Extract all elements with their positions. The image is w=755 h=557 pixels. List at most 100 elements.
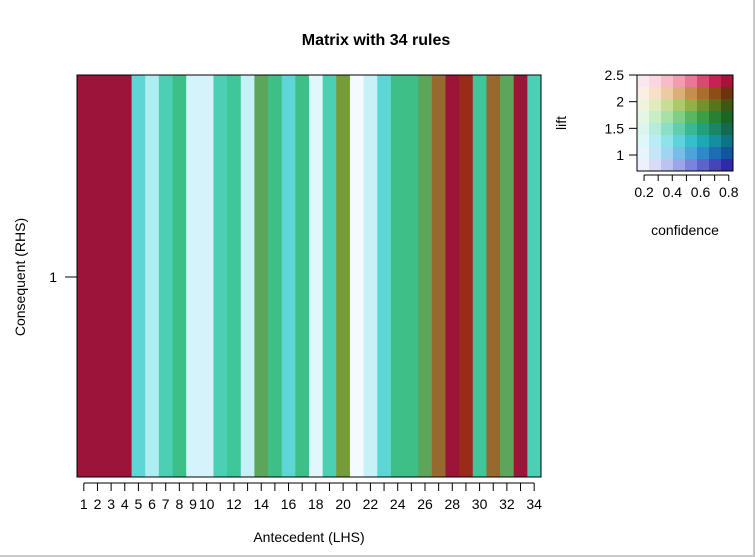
legend-cell xyxy=(673,111,686,124)
heatmap-cell xyxy=(459,75,474,477)
legend-cell xyxy=(673,159,686,172)
legend-cell xyxy=(697,135,710,148)
legend-cell xyxy=(661,123,674,136)
heatmap-cell xyxy=(309,75,324,477)
legend-cell xyxy=(697,147,710,160)
legend-cell xyxy=(721,99,734,112)
heatmap-cell xyxy=(104,75,119,477)
heatmap-cells xyxy=(77,75,542,477)
legend-cell xyxy=(649,75,662,88)
legend-x-tick-label: 0.2 xyxy=(634,184,654,200)
legend-cell xyxy=(661,87,674,100)
legend-cell xyxy=(685,99,698,112)
heatmap-cell xyxy=(445,75,460,477)
x-tick-label: 34 xyxy=(526,496,542,512)
heatmap-cell xyxy=(172,75,187,477)
legend-cell xyxy=(661,147,674,160)
heatmap-cell xyxy=(349,75,364,477)
heatmap-cell xyxy=(145,75,160,477)
color-legend: 2.5 2 1.5 1 0.2 0.4 0.6 0.8 lift confidence xyxy=(553,67,739,238)
heatmap-cell xyxy=(322,75,337,477)
legend-cell xyxy=(649,87,662,100)
legend-cell xyxy=(637,75,650,88)
legend-cell xyxy=(721,147,734,160)
legend-cell xyxy=(637,123,650,136)
legend-border xyxy=(636,74,734,172)
legend-cell xyxy=(685,75,698,88)
legend-cell xyxy=(649,123,662,136)
legend-cell xyxy=(661,111,674,124)
legend-cell xyxy=(637,87,650,100)
y-tick-label: 1 xyxy=(49,269,57,285)
heatmap-cell xyxy=(158,75,173,477)
legend-x-tick-label: 0.6 xyxy=(691,184,711,200)
x-tick-label: 3 xyxy=(107,496,115,512)
x-tick-label: 28 xyxy=(445,496,461,512)
heatmap-cell xyxy=(336,75,351,477)
x-tick-label: 24 xyxy=(390,496,406,512)
legend-grid xyxy=(637,75,734,172)
heatmap-cell xyxy=(295,75,310,477)
x-tick-label: 8 xyxy=(175,496,183,512)
legend-cell xyxy=(673,99,686,112)
legend-cell xyxy=(709,99,722,112)
x-axis: 1 2 3 4 5 6 7 8 9 10 12 14 16 18 20 22 24 26 28 30 32 34 xyxy=(80,482,542,512)
legend-cell xyxy=(685,111,698,124)
legend-cell xyxy=(637,135,650,148)
x-tick-label: 20 xyxy=(335,496,351,512)
y-axis: 1 xyxy=(49,269,77,285)
legend-cell xyxy=(697,87,710,100)
heatmap-cell xyxy=(213,75,228,477)
x-tick-label: 5 xyxy=(135,496,143,512)
x-tick-label: 1 xyxy=(80,496,88,512)
legend-x-tick-label: 0.8 xyxy=(719,184,739,200)
legend-cell xyxy=(649,111,662,124)
legend-cell xyxy=(685,123,698,136)
legend-y-tick-label: 2 xyxy=(616,94,624,110)
legend-cell xyxy=(709,159,722,172)
legend-cell xyxy=(673,123,686,136)
y-axis-label: Consequent (RHS) xyxy=(12,218,28,336)
legend-cell xyxy=(673,75,686,88)
x-axis-label: Antecedent (LHS) xyxy=(253,529,364,545)
heatmap-cell xyxy=(227,75,242,477)
heatmap-cell xyxy=(363,75,378,477)
legend-cell xyxy=(637,159,650,172)
legend-cell xyxy=(685,147,698,160)
legend-cell xyxy=(709,123,722,136)
x-tick-label: 4 xyxy=(121,496,129,512)
heatmap-cell xyxy=(377,75,392,477)
heatmap-cell xyxy=(527,75,542,477)
legend-cell xyxy=(709,75,722,88)
legend-cell xyxy=(685,135,698,148)
legend-confidence-axis: 0.2 0.4 0.6 0.8 xyxy=(634,174,739,200)
legend-cell xyxy=(697,159,710,172)
legend-cell xyxy=(697,111,710,124)
legend-y-tick-label: 1 xyxy=(616,147,624,163)
heatmap-cell xyxy=(404,75,419,477)
legend-cell xyxy=(721,87,734,100)
heatmap-cell xyxy=(431,75,446,477)
heatmap-cell xyxy=(500,75,515,477)
x-tick-label: 16 xyxy=(281,496,297,512)
legend-cell xyxy=(721,159,734,172)
legend-cell xyxy=(661,135,674,148)
plot-border xyxy=(76,74,542,478)
legend-cell xyxy=(661,99,674,112)
legend-y-tick-label: 1.5 xyxy=(605,120,625,136)
legend-cell xyxy=(637,147,650,160)
heatmap-cell xyxy=(418,75,433,477)
heatmap-cell xyxy=(240,75,255,477)
x-tick-label: 14 xyxy=(253,496,269,512)
legend-cell xyxy=(697,75,710,88)
legend-cell xyxy=(721,135,734,148)
legend-cell xyxy=(649,99,662,112)
legend-cell xyxy=(673,87,686,100)
x-tick-label: 18 xyxy=(308,496,324,512)
legend-cell xyxy=(649,159,662,172)
legend-cell xyxy=(673,135,686,148)
legend-cell xyxy=(685,87,698,100)
legend-x-tick-label: 0.4 xyxy=(663,184,683,200)
legend-cell xyxy=(721,111,734,124)
